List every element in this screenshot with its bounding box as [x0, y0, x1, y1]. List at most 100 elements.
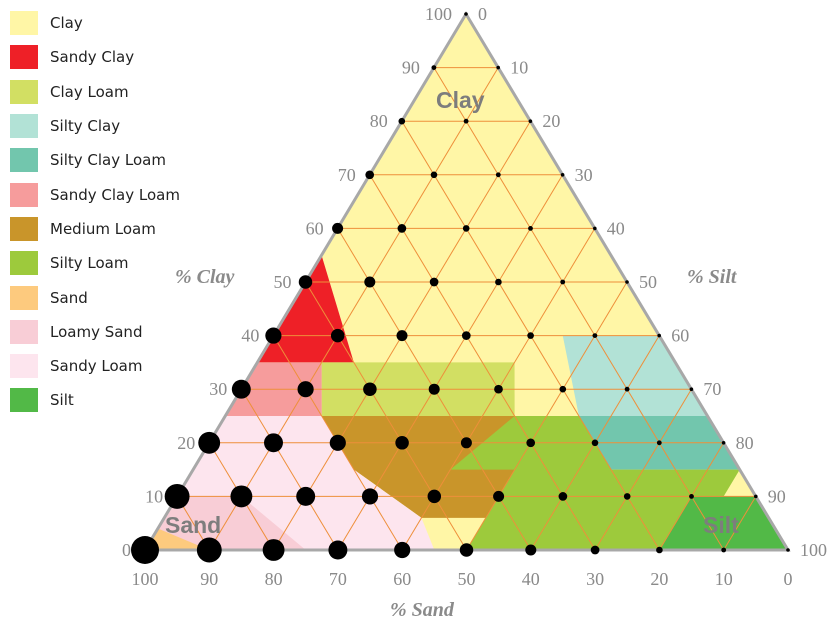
data-point [430, 171, 438, 179]
grid-line-sand [369, 174, 596, 551]
data-point [429, 277, 439, 287]
data-point [264, 433, 283, 453]
data-point [558, 492, 568, 501]
grid-line-sand [240, 388, 339, 551]
data-point [431, 65, 437, 71]
data-point [559, 385, 567, 393]
data-point [464, 12, 468, 16]
legend-swatch [10, 45, 38, 70]
legend-label: Sandy Loam [50, 357, 143, 376]
sand-tick: 80 [265, 569, 283, 589]
legend-swatch [10, 11, 38, 36]
legend-label: Medium Loam [50, 219, 156, 238]
data-point [332, 222, 344, 234]
data-point [398, 117, 406, 125]
data-point [394, 541, 411, 559]
legend-swatch [10, 148, 38, 173]
silt-tick: 20 [542, 111, 560, 131]
clay-tick: 90 [402, 58, 420, 78]
data-point [361, 488, 379, 505]
data-point [131, 536, 159, 564]
data-point [527, 332, 534, 339]
legend-item: Loamy Sand [10, 315, 180, 349]
sand-tick: 60 [393, 569, 411, 589]
data-point [198, 431, 221, 454]
data-point [427, 489, 442, 504]
grid-line-silt [723, 496, 757, 551]
silt-tick: 40 [607, 218, 625, 238]
sand-tick: 20 [650, 569, 668, 589]
legend-label: Sandy Clay [50, 48, 135, 67]
clay-tick: 40 [241, 326, 259, 346]
data-point [459, 543, 474, 557]
region-label-clay: Clay [436, 87, 485, 113]
data-point [623, 493, 631, 500]
sand-tick: 0 [784, 569, 793, 589]
legend-item: Silty Loam [10, 246, 180, 280]
data-point [528, 119, 533, 123]
silt-tick: 60 [671, 326, 689, 346]
sand-tick: 90 [200, 569, 218, 589]
legend-label: Clay Loam [50, 82, 129, 101]
region-label-silt: Silt [703, 512, 739, 538]
silt-tick: 10 [510, 58, 528, 78]
legend-item: Silty Clay [10, 109, 180, 143]
data-point [624, 386, 630, 392]
clay-tick: 80 [370, 111, 388, 131]
data-point [329, 434, 346, 451]
legend-label: Sandy Clay Loam [50, 185, 180, 204]
data-point [786, 548, 790, 552]
data-point [496, 65, 501, 70]
data-point [593, 226, 597, 231]
sand-tick: 50 [458, 569, 476, 589]
grid-line-sand [433, 67, 725, 551]
legend: Clay Sandy Clay Clay Loam Silty Clay Silty C… [10, 6, 180, 418]
data-point [296, 486, 316, 506]
data-point [592, 333, 598, 339]
legend-item: Sandy Clay Loam [10, 177, 180, 211]
data-point [494, 384, 503, 394]
legend-item: Silty Clay Loam [10, 143, 180, 177]
data-point [462, 225, 470, 232]
data-point [591, 439, 599, 447]
data-point [525, 544, 537, 556]
legend-swatch [10, 216, 38, 241]
data-point [560, 279, 566, 285]
data-point [656, 546, 663, 554]
silt-tick: 100 [800, 540, 827, 560]
sand-tick: 100 [132, 569, 159, 589]
data-point [428, 383, 440, 395]
sand-axis-title: % Sand [390, 599, 455, 621]
clay-tick: 20 [177, 433, 195, 453]
data-point [262, 539, 285, 561]
clay-tick: 50 [274, 272, 292, 292]
silt-axis-title: % Silt [687, 266, 738, 288]
silt-tick: 0 [478, 4, 487, 24]
legend-item: Sandy Loam [10, 349, 180, 383]
legend-item: Sandy Clay [10, 40, 180, 74]
legend-swatch [10, 79, 38, 104]
data-point [298, 275, 313, 289]
legend-item: Clay [10, 6, 180, 40]
silt-tick: 30 [575, 165, 593, 185]
data-point [265, 327, 282, 344]
clay-tick: 10 [145, 486, 163, 506]
legend-swatch [10, 114, 38, 139]
region-silt [659, 496, 788, 550]
legend-label: Silt [50, 391, 74, 410]
data-point [560, 173, 565, 177]
clay-tick: 100 [425, 4, 452, 24]
clay-tick: 60 [306, 218, 324, 238]
data-point [590, 545, 600, 555]
data-point [230, 485, 253, 508]
data-point [297, 381, 314, 398]
data-point [397, 224, 407, 233]
legend-swatch [10, 319, 38, 344]
legend-item: Medium Loam [10, 212, 180, 246]
data-point [328, 540, 348, 560]
legend-item: Clay Loam [10, 75, 180, 109]
silt-tick: 70 [703, 379, 721, 399]
sand-tick: 70 [329, 569, 347, 589]
data-point [196, 537, 222, 563]
